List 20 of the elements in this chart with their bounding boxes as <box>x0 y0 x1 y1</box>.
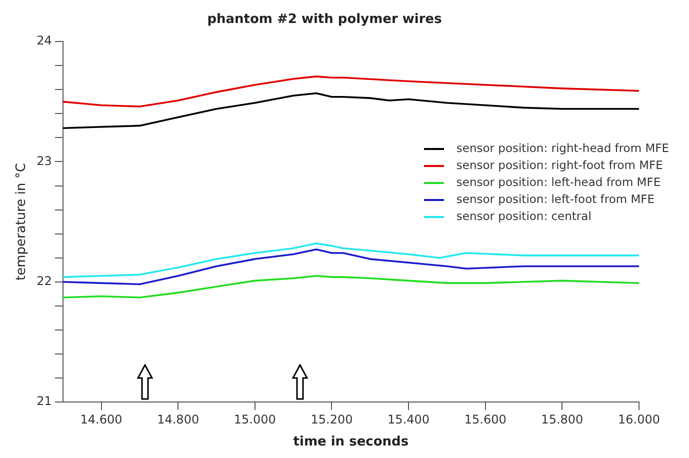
x-tick-label: 15.800 <box>541 412 584 426</box>
x-tick-label: 15.400 <box>388 412 430 426</box>
y-axis-title: temperature in °C <box>14 163 30 281</box>
legend-label: sensor position: left-foot from MFE <box>456 191 655 208</box>
x-tick-label: 14.600 <box>80 412 122 426</box>
x-tick-label: 15.200 <box>310 412 353 426</box>
x-tick-label: 16.000 <box>618 412 660 426</box>
y-tick-label: 22 <box>36 274 52 288</box>
x-axis-title: time in seconds <box>293 434 409 450</box>
legend-label: sensor position: left-head from MFE <box>456 174 661 191</box>
x-tick-label: 15.000 <box>234 412 276 426</box>
x-tick-label: 15.600 <box>464 412 506 426</box>
legend-label: sensor position: central <box>456 208 592 225</box>
y-tick-label: 21 <box>36 394 52 408</box>
y-tick-label: 23 <box>36 154 52 168</box>
y-tick-label: 24 <box>36 34 52 48</box>
chart-title: phantom #2 with polymer wires <box>207 12 442 28</box>
legend-label: sensor position: right-head from MFE <box>456 140 669 157</box>
legend-label: sensor position: right-foot from MFE <box>456 157 663 174</box>
x-tick-label: 14.800 <box>157 412 200 426</box>
